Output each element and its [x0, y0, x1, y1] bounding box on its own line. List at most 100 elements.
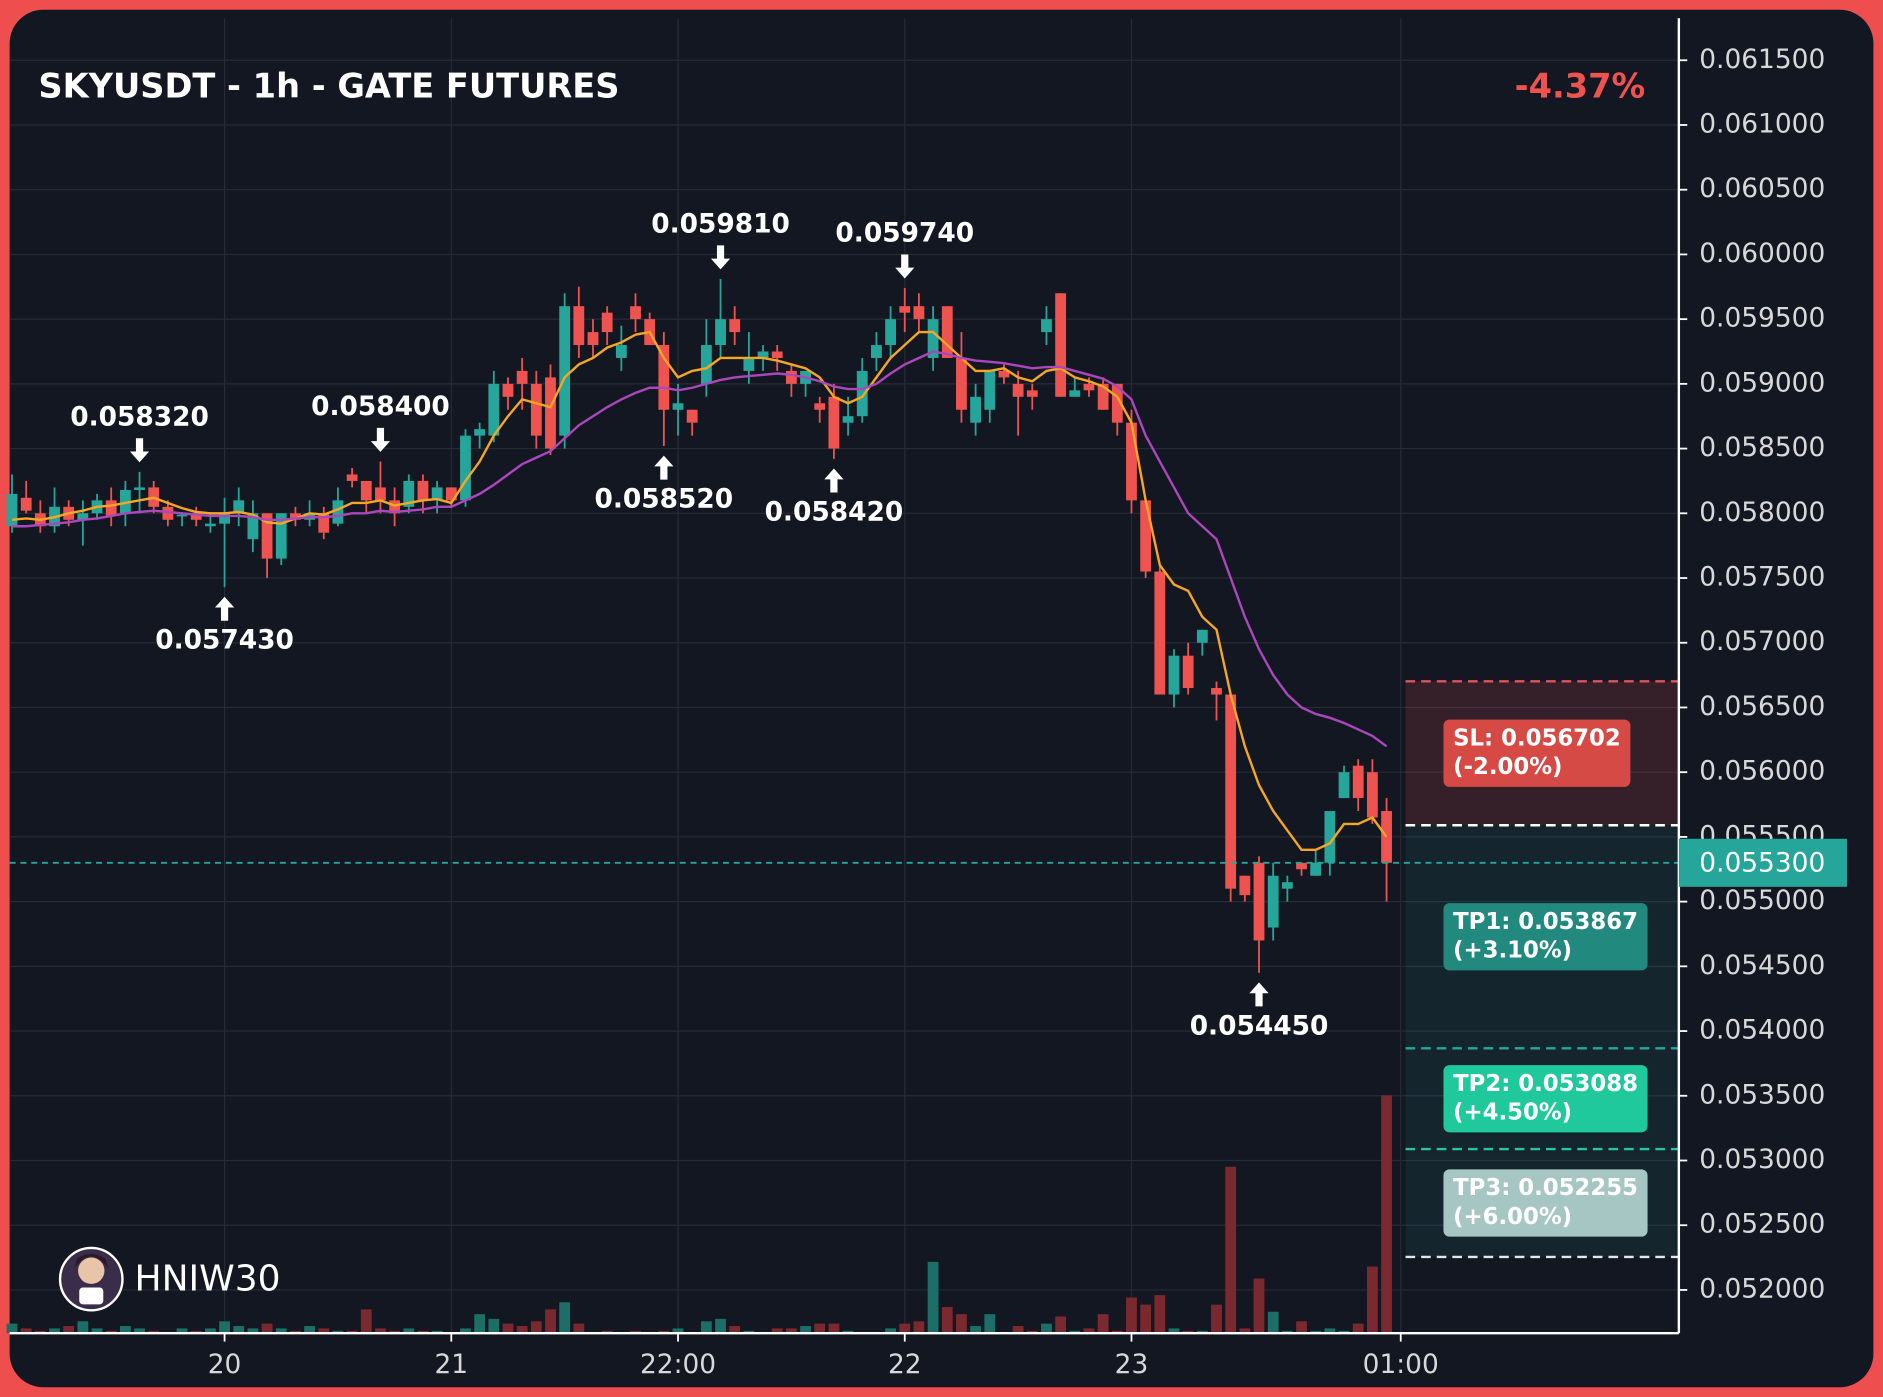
y-tick-label: 0.057500 [1699, 562, 1825, 593]
candle-body [530, 383, 542, 436]
candle-body [162, 506, 174, 520]
y-tick-label: 0.058500 [1699, 432, 1825, 463]
volume-bar [1366, 1266, 1378, 1334]
candle-body [516, 370, 528, 384]
candle-body [545, 377, 556, 449]
annotation-label: 0.054450 [1190, 1010, 1329, 1041]
x-tick-label: 22:00 [640, 1349, 716, 1380]
candle-body [1338, 772, 1350, 799]
candle-body [1055, 293, 1067, 397]
volume-bar [559, 1302, 571, 1334]
candle-body [785, 370, 797, 384]
y-tick-label: 0.061000 [1699, 108, 1825, 139]
candle-body [1126, 422, 1137, 501]
candle-body [630, 306, 641, 320]
grid [9, 18, 1679, 1334]
candle-body [757, 351, 769, 358]
volume-bar [63, 1326, 75, 1334]
candle-body [828, 396, 840, 449]
x-tick-label: 01:00 [1363, 1349, 1439, 1380]
y-tick-label: 0.052500 [1699, 1209, 1825, 1240]
volume [6, 1095, 1392, 1334]
volume-bar [403, 1328, 415, 1334]
y-tick-label: 0.060500 [1699, 173, 1825, 204]
volume-bar [204, 1328, 216, 1334]
candle-body [233, 500, 245, 514]
candle-body [1324, 811, 1336, 863]
volume-bar [941, 1307, 953, 1334]
volume-bar [6, 1323, 18, 1334]
candle-body [842, 416, 854, 423]
annotation-label: 0.058420 [765, 496, 904, 527]
volume-bar [516, 1326, 528, 1334]
volume-bar [1211, 1304, 1222, 1334]
level-label: TP1: 0.053867 [1453, 909, 1638, 935]
candle-body [1239, 875, 1251, 896]
volume-bar [1097, 1314, 1109, 1334]
candle-body [1267, 875, 1279, 928]
candle-body [700, 345, 712, 384]
volume-bar [1267, 1311, 1279, 1334]
candle-body [318, 513, 330, 533]
candle-body [332, 500, 344, 524]
candle-body [601, 312, 613, 333]
candle-body [190, 513, 202, 520]
y-tick-label: 0.056500 [1699, 691, 1825, 722]
candle-body [275, 513, 287, 559]
candle-body [346, 474, 358, 481]
arrow [895, 254, 915, 279]
volume-bar [672, 1328, 684, 1334]
volume-bar [1140, 1304, 1152, 1334]
level-box [1443, 903, 1648, 971]
candle-body [403, 480, 415, 507]
candle-body [375, 487, 386, 501]
volume-bar [219, 1321, 230, 1334]
annotation-label: 0.058320 [70, 401, 209, 432]
candle-body [559, 306, 571, 436]
candle-body [1211, 688, 1222, 695]
candle-body [119, 490, 131, 514]
arrow [654, 455, 674, 480]
x-tick-label: 22 [888, 1349, 922, 1380]
volume-bar [814, 1323, 826, 1334]
volume-bar [247, 1328, 259, 1334]
y-tick-label: 0.059000 [1699, 367, 1825, 398]
y-tick-label: 0.056000 [1699, 756, 1825, 787]
volume-bar [800, 1326, 811, 1334]
candle-body [1310, 862, 1322, 876]
volume-bar [1055, 1316, 1067, 1334]
candle-body [1083, 383, 1095, 391]
volume-bar [927, 1261, 939, 1334]
volume-bar [1012, 1326, 1024, 1334]
level-pct: (-2.00%) [1453, 754, 1562, 780]
level-pct: (+6.00%) [1453, 1204, 1572, 1230]
arrow [214, 596, 235, 621]
volume-bar [956, 1314, 967, 1334]
candle-body [290, 513, 301, 520]
candle-body [431, 487, 443, 501]
volume-bar [771, 1328, 783, 1334]
volume-bar [474, 1314, 486, 1334]
candle-body [417, 480, 429, 501]
y-tick-label: 0.053000 [1699, 1144, 1825, 1175]
volume-bar [233, 1326, 245, 1334]
volume-bar [1225, 1166, 1237, 1334]
candle-body [686, 409, 698, 423]
volume-bar [304, 1326, 315, 1334]
level-box [1443, 1065, 1648, 1133]
arrow [710, 245, 731, 270]
avatar [58, 1246, 124, 1312]
y-tick-label: 0.055000 [1699, 885, 1825, 916]
candle-body [1182, 655, 1194, 689]
candle-body [360, 480, 372, 501]
candle-body [1026, 390, 1038, 397]
volume-bar [119, 1326, 131, 1334]
volume-bar [885, 1328, 896, 1334]
candle-body [771, 351, 783, 358]
volume-bar [1239, 1328, 1251, 1334]
candle-body [658, 345, 670, 410]
background [9, 9, 1874, 1388]
candle-body [672, 403, 684, 410]
volume-bar [460, 1328, 471, 1334]
arrow [824, 468, 844, 493]
